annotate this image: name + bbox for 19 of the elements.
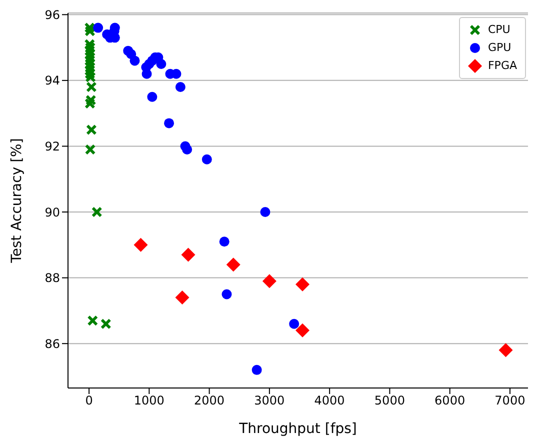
y-tick-label: 88 <box>44 271 60 286</box>
x-tick-label: 3000 <box>254 394 285 408</box>
legend-label: GPU <box>486 40 512 56</box>
x-tick-label: 0 <box>85 394 93 408</box>
y-axis-title: Test Accuracy [%] <box>8 138 25 264</box>
y-tick-label: 86 <box>44 336 60 351</box>
y-tick-label: 92 <box>44 139 60 154</box>
y-tick-label: 94 <box>44 74 60 88</box>
x-tick-label: 5000 <box>374 394 405 408</box>
x-axis-title: Throughput [fps] <box>238 421 357 437</box>
x-tick-label: 6000 <box>434 394 466 408</box>
x-tick-label: 2000 <box>194 394 225 408</box>
x-tick-label: 1000 <box>134 394 164 408</box>
legend-label: CPU <box>486 22 512 38</box>
y-tick-label: 96 <box>44 8 60 22</box>
x-tick-label: 4000 <box>314 394 345 408</box>
y-tick-label: 90 <box>44 205 60 220</box>
x-tick-label: 7000 <box>494 394 526 408</box>
legend-label: FPGA <box>486 58 517 74</box>
